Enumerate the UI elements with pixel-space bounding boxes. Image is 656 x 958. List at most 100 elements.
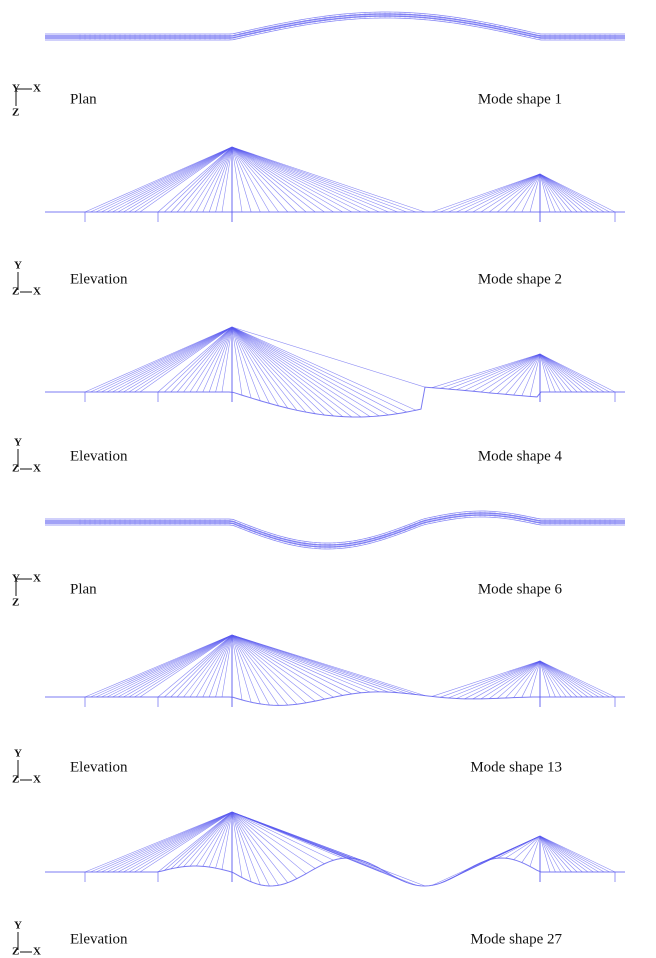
member <box>232 147 352 212</box>
member <box>96 635 232 697</box>
deck <box>45 387 625 417</box>
mode-label: Mode shape 2 <box>478 271 562 287</box>
member <box>540 836 583 872</box>
member <box>232 635 352 694</box>
member <box>540 661 604 697</box>
member <box>232 635 324 699</box>
member <box>118 635 232 697</box>
member <box>96 147 232 212</box>
axis-label: X <box>33 573 41 585</box>
axis-label: X <box>33 774 41 786</box>
axis-label: Y <box>14 437 22 449</box>
member <box>497 661 540 698</box>
panel <box>45 12 625 40</box>
member <box>232 147 370 212</box>
member <box>540 174 583 212</box>
member <box>232 327 361 417</box>
member <box>118 812 232 872</box>
member <box>232 812 416 885</box>
member <box>489 836 540 860</box>
member <box>164 812 232 870</box>
mode-label: Mode shape 6 <box>478 581 563 597</box>
member <box>432 354 540 388</box>
panel <box>45 635 625 707</box>
member <box>232 812 251 882</box>
member <box>540 354 588 392</box>
axis-label: Y <box>14 920 22 932</box>
member <box>232 147 425 212</box>
member <box>232 147 379 212</box>
member <box>473 354 540 391</box>
deck <box>45 18 625 40</box>
member <box>232 327 370 417</box>
member <box>506 836 541 858</box>
member <box>232 327 398 414</box>
member <box>432 174 540 212</box>
deck <box>45 511 625 543</box>
panel <box>45 812 625 886</box>
member <box>232 812 306 874</box>
member <box>489 174 540 212</box>
axis-label: X <box>33 463 41 475</box>
member <box>232 147 398 212</box>
member <box>85 812 232 872</box>
member <box>232 147 334 212</box>
member <box>118 147 232 212</box>
deck <box>45 515 625 547</box>
member <box>232 812 297 879</box>
member <box>540 661 599 697</box>
member <box>232 812 324 864</box>
deck <box>45 692 625 705</box>
member <box>232 635 315 701</box>
member <box>522 354 540 396</box>
member <box>232 635 306 703</box>
panel <box>45 327 625 417</box>
member <box>440 661 540 697</box>
member <box>232 635 388 692</box>
member <box>129 812 232 872</box>
member <box>232 635 425 696</box>
member <box>124 635 233 697</box>
member <box>473 174 540 212</box>
member <box>465 354 540 391</box>
axis-label: X <box>33 286 41 298</box>
axis-label: X <box>33 946 41 958</box>
member <box>540 174 599 212</box>
axis-label: Y <box>14 260 22 272</box>
panel <box>45 511 625 549</box>
figure: YXZPlanMode shape 1YZXElevationMode shap… <box>0 0 656 958</box>
mode-label: Mode shape 1 <box>478 91 562 107</box>
member <box>540 354 583 392</box>
member <box>232 635 379 692</box>
member <box>540 661 588 697</box>
member <box>184 812 232 867</box>
panel <box>45 147 625 222</box>
view-label: Plan <box>70 91 97 107</box>
member <box>124 327 233 392</box>
member <box>465 174 540 212</box>
member <box>184 147 232 212</box>
member <box>232 327 288 408</box>
member <box>540 354 604 392</box>
member <box>540 174 588 212</box>
member <box>457 354 541 390</box>
member <box>232 635 398 693</box>
member <box>540 661 583 697</box>
member <box>96 327 232 392</box>
member <box>232 327 407 412</box>
member <box>489 661 540 699</box>
member <box>457 661 541 699</box>
member <box>184 327 232 392</box>
axis-label: Z <box>12 597 19 609</box>
mode-label: Mode shape 13 <box>470 759 562 775</box>
view-label: Plan <box>70 581 97 597</box>
member <box>540 174 604 212</box>
member <box>540 661 615 697</box>
axis-label: X <box>33 83 41 95</box>
member <box>85 147 232 212</box>
view-label: Elevation <box>70 931 128 947</box>
member <box>232 327 343 417</box>
member <box>540 174 615 212</box>
member <box>129 635 232 697</box>
deck <box>45 513 625 545</box>
